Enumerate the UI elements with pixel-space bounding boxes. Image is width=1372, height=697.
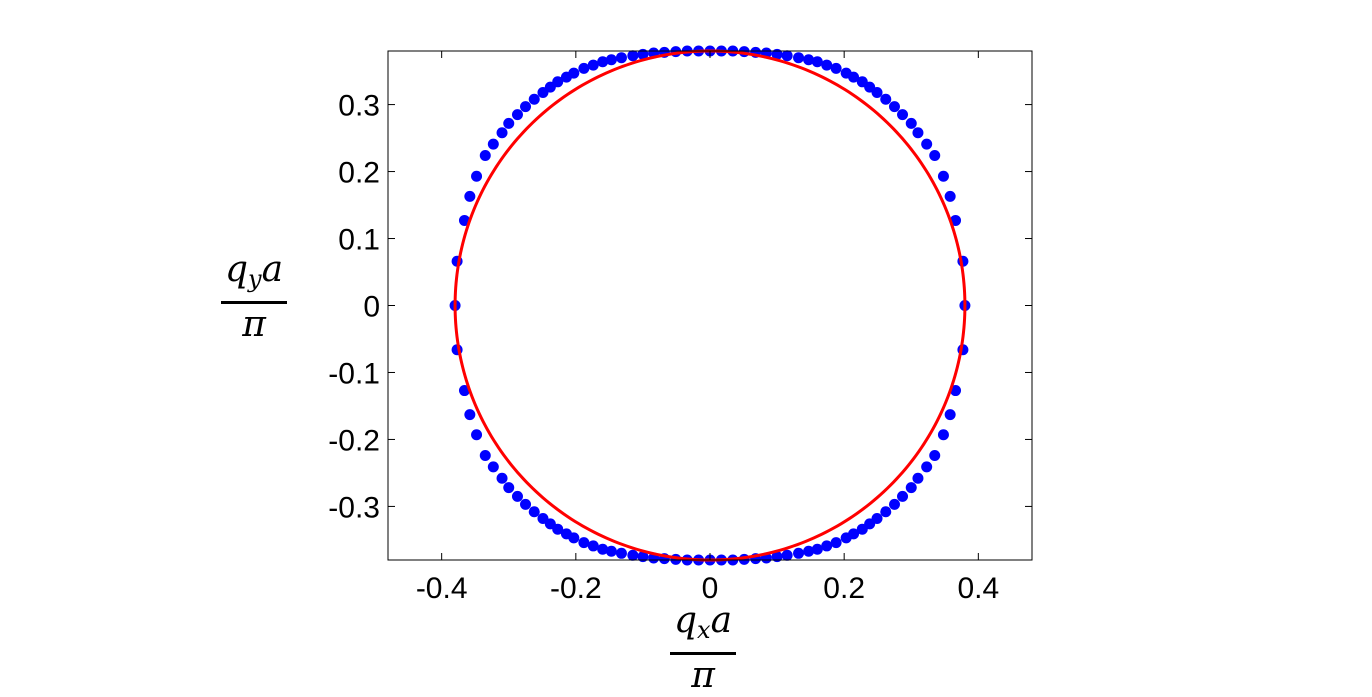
- x-axis-label-denominator: π: [691, 655, 715, 696]
- data-point-marker: [528, 506, 540, 518]
- data-point-marker: [811, 543, 823, 555]
- data-point-marker: [528, 93, 540, 105]
- data-point-marker: [487, 138, 499, 150]
- data-point-marker: [856, 523, 868, 535]
- data-point-marker: [811, 56, 823, 68]
- y-tick-label: -0.1: [328, 357, 380, 390]
- y-tick-label: 0.2: [338, 157, 380, 190]
- data-point-marker: [552, 76, 564, 88]
- x-tick-label: -0.2: [550, 572, 602, 605]
- data-point-marker: [897, 109, 909, 121]
- y-tick-label: -0.3: [328, 491, 380, 524]
- data-point-marker: [560, 528, 572, 540]
- data-point-marker: [880, 93, 892, 105]
- data-point-marker: [888, 498, 900, 510]
- data-point-marker: [929, 149, 941, 161]
- data-point-marker: [496, 472, 508, 484]
- data-point-marker: [578, 62, 590, 74]
- data-point-marker: [587, 59, 599, 71]
- data-point-marker: [637, 551, 649, 563]
- y-axis-label-numerator: qya: [221, 250, 288, 304]
- data-point-marker: [615, 52, 627, 64]
- x-tick-label: 0: [702, 572, 719, 605]
- data-point-marker: [771, 48, 783, 60]
- data-point-marker: [830, 537, 842, 549]
- data-point-marker: [793, 52, 805, 64]
- data-point-marker: [537, 512, 549, 524]
- scatter-chart: -0.4 -0.2 0 0.2 0.4 -0.3 -0.2 -0.1 0 0.1 0.2 0.3: [328, 45, 1033, 605]
- data-point-marker: [464, 409, 476, 421]
- data-point-marker: [597, 543, 609, 555]
- data-point-marker: [587, 540, 599, 552]
- data-point-marker: [921, 461, 933, 473]
- data-point-marker: [905, 482, 917, 494]
- data-point-marker: [848, 71, 860, 83]
- x-tick-label: 0.2: [823, 572, 865, 605]
- data-point-marker: [471, 429, 483, 441]
- axis-ticks: -0.4 -0.2 0 0.2 0.4 -0.3 -0.2 -0.1 0 0.1 0.2 0.3: [328, 51, 1032, 605]
- y-axis-label-denominator: π: [242, 304, 266, 345]
- data-point-marker: [871, 87, 883, 99]
- data-point-marker: [840, 532, 852, 544]
- data-point-marker: [912, 472, 924, 484]
- x-axis-label-numerator: qxa: [670, 601, 737, 655]
- x-tick-label: 0.4: [957, 572, 999, 605]
- data-point-marker: [578, 537, 590, 549]
- data-point-marker: [496, 127, 508, 139]
- data-point-marker: [803, 54, 815, 66]
- data-point-marker: [781, 50, 793, 62]
- data-point-marker: [937, 429, 949, 441]
- data-point-marker: [479, 450, 491, 462]
- data-point-marker: [464, 190, 476, 202]
- data-point-marker: [897, 490, 909, 502]
- data-point-marker: [627, 50, 639, 62]
- data-point-marker: [597, 56, 609, 68]
- data-point-marker: [821, 59, 833, 71]
- y-tick-label: 0: [363, 291, 380, 324]
- data-point-marker: [627, 549, 639, 561]
- y-tick-label: -0.2: [328, 424, 380, 457]
- data-point-marker: [905, 117, 917, 129]
- data-point-marker: [605, 54, 617, 66]
- plot-area: [388, 51, 1032, 560]
- data-point-marker: [487, 461, 499, 473]
- data-point-marker: [830, 62, 842, 74]
- data-point-marker: [921, 138, 933, 150]
- data-point-marker: [944, 409, 956, 421]
- data-point-marker: [944, 190, 956, 202]
- data-point-marker: [605, 545, 617, 557]
- data-point-marker: [479, 149, 491, 161]
- data-point-marker: [781, 549, 793, 561]
- data-point-marker: [888, 101, 900, 113]
- y-axis-label: qya π: [221, 250, 288, 346]
- fit-curve-line: [453, 49, 967, 562]
- data-point-marker: [471, 170, 483, 182]
- data-point-marker: [520, 498, 532, 510]
- data-point-marker: [912, 127, 924, 139]
- y-tick-label: 0.3: [338, 90, 380, 123]
- data-point-marker: [880, 506, 892, 518]
- data-point-marker: [793, 547, 805, 559]
- data-point-marker: [503, 117, 515, 129]
- y-tick-label: 0.1: [338, 224, 380, 257]
- fit-curve-layer: [453, 49, 967, 562]
- data-point-marker: [821, 540, 833, 552]
- data-point-marker: [803, 545, 815, 557]
- data-point-marker: [503, 482, 515, 494]
- data-point-marker: [511, 490, 523, 502]
- data-point-marker: [771, 551, 783, 563]
- data-point-marker: [937, 170, 949, 182]
- data-point-marker: [511, 109, 523, 121]
- x-tick-label: -0.4: [416, 572, 468, 605]
- data-point-marker: [637, 48, 649, 60]
- data-point-marker: [615, 547, 627, 559]
- data-point-marker: [568, 67, 580, 79]
- data-point-marker: [520, 101, 532, 113]
- data-point-marker: [929, 450, 941, 462]
